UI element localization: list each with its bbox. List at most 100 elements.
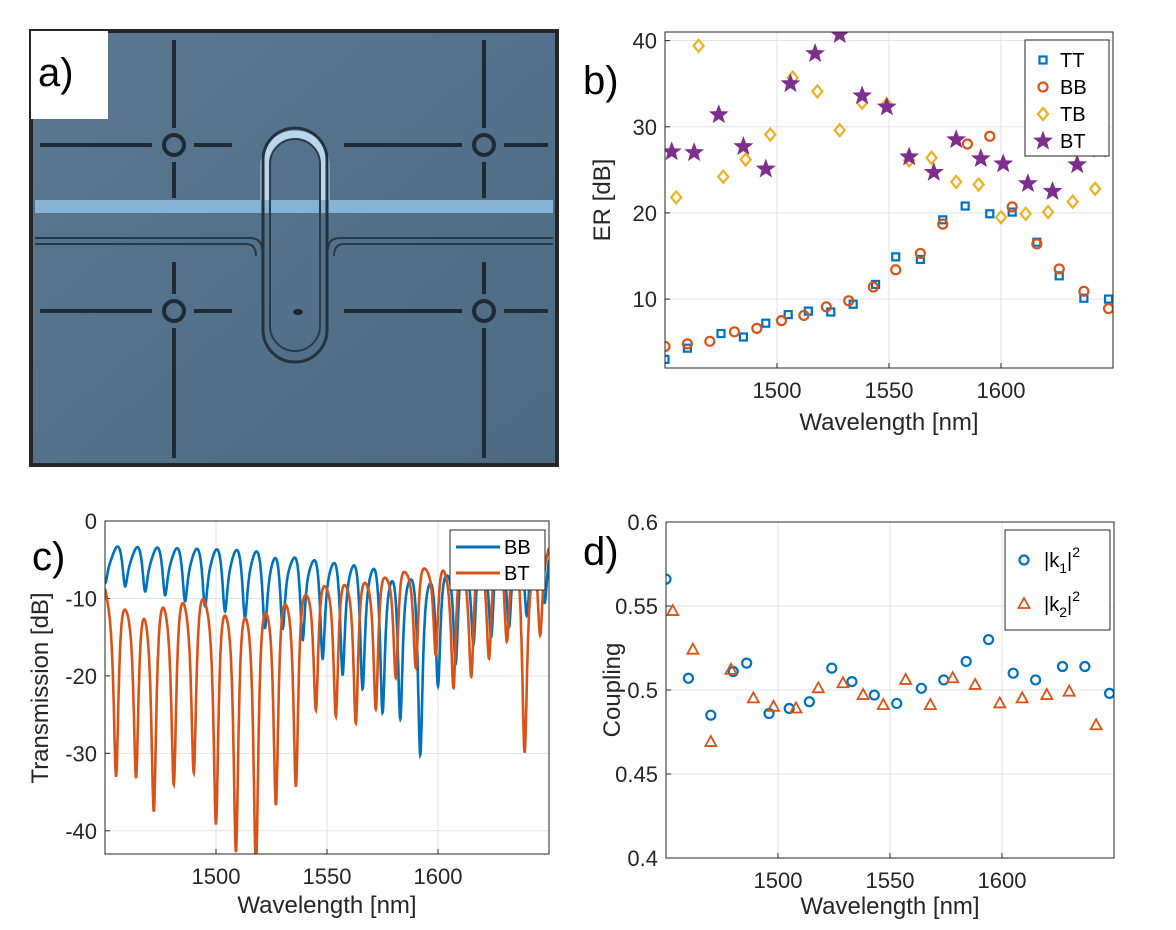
b-point-tt xyxy=(1103,294,1113,304)
d-point-k2 xyxy=(723,661,738,675)
b-point-bb xyxy=(728,326,741,338)
b-point-tb xyxy=(1088,181,1102,197)
d-ytick-label: 0.45 xyxy=(615,762,658,787)
b-point-bt xyxy=(684,142,705,162)
d-point-k2 xyxy=(856,687,871,700)
d-legend-part: |k xyxy=(1044,594,1060,616)
b-point-bt xyxy=(665,141,682,161)
b-point-tt xyxy=(891,252,901,262)
d-point-k2 xyxy=(666,603,680,616)
d-xtick-label: 1600 xyxy=(978,868,1027,893)
b-point-tb xyxy=(833,122,847,138)
c-ytick-label: -30 xyxy=(65,741,97,766)
d-gridlines xyxy=(666,521,1114,859)
b-ytick-label: 20 xyxy=(633,201,657,226)
micrograph-frame xyxy=(29,29,559,467)
d-point-k2 xyxy=(898,672,913,685)
c-ytick-label: 0 xyxy=(85,509,97,534)
d-point-k1 xyxy=(705,709,717,721)
d-point-k2 xyxy=(1039,687,1054,700)
b-point-bt xyxy=(946,129,967,149)
b-legend-label-tb: TB xyxy=(1060,104,1086,126)
ring-inner xyxy=(269,138,321,352)
b-point-bt xyxy=(708,104,729,124)
b-point-bb xyxy=(798,309,810,322)
panel-a-micrograph xyxy=(29,29,559,467)
b-point-bt xyxy=(830,32,849,44)
b-point-tt xyxy=(783,309,793,320)
d-legend-part: 2 xyxy=(1059,604,1067,620)
c-spectra xyxy=(105,539,549,854)
d-point-k1 xyxy=(1079,660,1091,673)
d-point-k1 xyxy=(1056,660,1069,673)
b-point-bb xyxy=(1053,263,1065,275)
b-legend-label-bt: BT xyxy=(1060,131,1086,153)
b-xlabel: Wavelength [nm] xyxy=(799,409,978,436)
c-ytick-label: -20 xyxy=(65,664,97,689)
top-waveguide xyxy=(35,200,553,213)
b-point-bb xyxy=(681,338,694,350)
b-point-bb xyxy=(890,264,902,276)
d-point-k2 xyxy=(1089,717,1104,731)
d-legend-part: | xyxy=(1067,550,1072,572)
b-ytick-label: 40 xyxy=(633,29,657,54)
b-point-bb xyxy=(984,130,996,142)
b-point-bb xyxy=(665,340,671,353)
b-point-bb xyxy=(961,138,974,150)
b-point-tt xyxy=(761,318,771,328)
b-point-tb xyxy=(763,126,777,143)
panel-a-label-bg xyxy=(31,31,108,119)
b-point-bt xyxy=(876,96,897,116)
d-point-k2 xyxy=(703,734,718,747)
b-point-tb xyxy=(692,38,706,54)
b-point-bt xyxy=(899,146,920,166)
d-legend-part: 1 xyxy=(1059,560,1067,576)
panel-b-er-chart: 1500 1550 1600 10 20 30 40 Wavelength [nm] ER … xyxy=(589,29,1114,436)
d-point-k2 xyxy=(923,697,938,711)
b-point-tt xyxy=(716,328,726,339)
d-legend: |k1|2|k2|2 xyxy=(1004,529,1111,631)
b-point-tt xyxy=(1007,207,1017,217)
b-point-bb xyxy=(820,301,832,313)
b-point-bt xyxy=(805,43,825,62)
b-legend-marker-bb xyxy=(1037,81,1049,93)
d-point-k2 xyxy=(835,675,850,689)
d-xtick-label: 1550 xyxy=(866,868,915,893)
d-legend-box xyxy=(1004,529,1111,631)
b-point-tt xyxy=(738,332,749,342)
b-legend: TT BB TB BT xyxy=(1024,39,1110,157)
b-point-bt xyxy=(733,136,754,156)
b-point-tb xyxy=(925,150,938,166)
c-tick-labels: 1500 1550 1600 0 -10 -20 -30 -40 xyxy=(65,509,462,889)
d-ylabel: Coupling xyxy=(599,643,626,738)
c-xtick-label: 1600 xyxy=(414,864,463,889)
c-ytick-label: -40 xyxy=(65,819,97,844)
b-point-bb xyxy=(1078,285,1090,297)
b-point-tb xyxy=(810,83,824,100)
d-xlabel: Wavelength [nm] xyxy=(800,893,979,920)
c-xtick-label: 1550 xyxy=(303,864,352,889)
c-legend-label-bt: BT xyxy=(504,563,530,585)
d-point-k2 xyxy=(1015,690,1030,704)
b-point-tb xyxy=(1019,206,1033,222)
c-xlabel: Wavelength [nm] xyxy=(237,892,416,919)
d-point-k1 xyxy=(960,655,972,668)
d-legend-marker-k1 xyxy=(1018,554,1030,566)
d-data-points xyxy=(666,573,1114,747)
b-point-tb xyxy=(972,176,986,193)
b-point-bt xyxy=(755,158,776,178)
panel-c-transmission-chart: 1500 1550 1600 0 -10 -20 -30 -40 Wavelength [nm… xyxy=(27,509,550,919)
c-legend: BB BT xyxy=(449,529,546,591)
b-point-bt xyxy=(923,161,944,181)
d-point-k2 xyxy=(766,698,781,712)
b-point-bb xyxy=(937,218,949,230)
d-point-k2 xyxy=(968,677,983,690)
c-ytick-label: -10 xyxy=(65,586,97,611)
b-point-tt xyxy=(985,209,995,219)
b-ytick-label: 30 xyxy=(633,115,657,140)
b-point-tb xyxy=(716,169,730,185)
b-point-bt xyxy=(780,73,801,93)
b-point-tb xyxy=(949,174,963,190)
panel-label-a: a) xyxy=(38,51,74,95)
d-legend-label-k1: |k1|2 xyxy=(1044,544,1080,576)
